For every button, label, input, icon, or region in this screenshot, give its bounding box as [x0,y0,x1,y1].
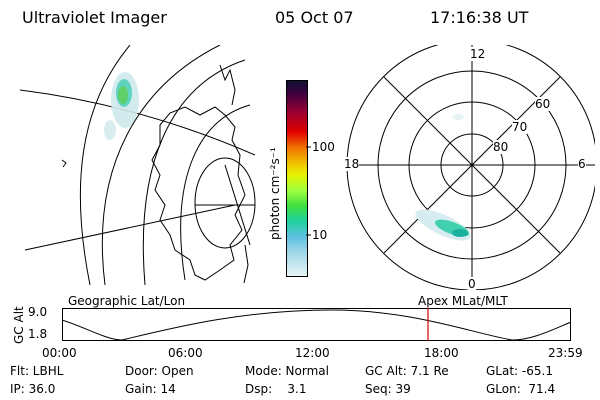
status-mode: Mode: Normal [245,364,329,378]
polar-label-lat-60: 60 [535,97,551,111]
polar-ring-50 [346,45,595,290]
timeline-frame [62,308,571,341]
meridian-line [142,59,246,286]
polar-label-mlt-6: 6 [578,157,586,171]
meridian-line [101,45,221,286]
coastline [243,244,249,284]
timeline-y-top: 9.0 [28,305,48,319]
latitude-line [20,89,256,156]
polar-diagonal [383,76,561,254]
timeline-tick-0: 00:00 [42,346,77,360]
altitude-timeline-plot [62,308,572,341]
status-glat: GLat: -65.1 [486,364,553,378]
imager-title: Ultraviolet Imager [22,8,167,27]
geographic-map-panel [20,45,256,286]
polar-label-lat-80: 80 [493,140,509,154]
coastline [61,159,67,168]
colorbar-tick-10: 10 [312,228,328,242]
altitude-curve [62,309,572,341]
colorbar-units-label: photon cm⁻²s⁻¹ [268,147,282,240]
status-seq: Seq: 39 [365,382,411,396]
coastline [151,106,246,281]
polar-label-mlt-0: 0 [468,277,476,291]
polar-label-lat-70: 70 [512,120,528,134]
polar-label-mlt-12: 12 [470,47,486,61]
aurora-emission [415,114,471,241]
intensity-colorbar [286,80,308,277]
colorbar-tick-100: 100 [312,140,335,154]
grid-line [224,164,251,246]
polar-mlt-plot [346,45,595,290]
status-door: Door: Open [125,364,194,378]
timeline-tick-2: 12:00 [295,346,330,360]
timeline-geographic-label: Geographic Lat/Lon [68,294,186,308]
timeline-tick-3: 18:00 [424,346,459,360]
status-gain: Gain: 14 [125,382,176,396]
timeline-tick-4: 23:59 [548,346,583,360]
aurora-emission [104,72,139,140]
timeline-apex-label: Apex MLat/MLT [418,294,508,308]
meridian-line [180,104,251,281]
image-date: 05 Oct 07 [275,8,354,27]
status-gc-alt: GC Alt: 7.1 Re [365,364,449,378]
status-filter: Flt: LBHL [10,364,64,378]
image-time: 17:16:38 UT [430,8,529,27]
meridian-line [79,45,131,286]
colorbar-ticks [306,146,311,236]
status-ip: IP: 36.0 [10,382,56,396]
coastline [219,64,236,106]
equator-line [24,204,236,251]
timeline-tick-1: 06:00 [168,346,203,360]
timeline-y-bottom: 1.8 [28,327,48,341]
polar-label-mlt-18: 18 [344,157,360,171]
status-dsp: Dsp: 3.1 [245,382,307,396]
timeline-axis-label: GC Alt [12,306,26,344]
polar-circle [194,157,256,249]
status-glon: GLon: 71.4 [486,382,556,396]
